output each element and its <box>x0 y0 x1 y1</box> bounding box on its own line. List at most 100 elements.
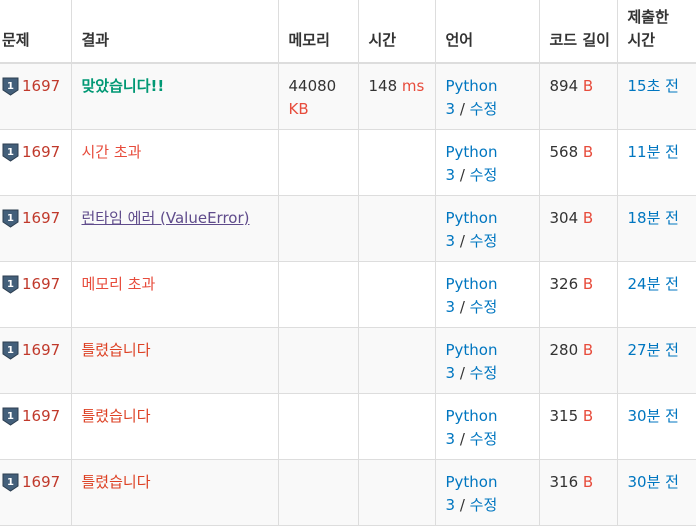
silver-tier-1-icon: 1 <box>2 209 19 228</box>
silver-tier-1-icon: 1 <box>2 407 19 426</box>
language-version[interactable]: 3 <box>445 495 456 514</box>
submitted-time-link[interactable]: 30분 전 <box>627 472 679 491</box>
problem-cell: 1 1697 <box>0 261 71 328</box>
time-cell <box>357 195 435 262</box>
submitted-cell: 11분 전 <box>616 129 696 196</box>
language-link[interactable]: Python <box>445 208 498 227</box>
code-length-value: 315 <box>549 406 579 425</box>
language-version[interactable]: 3 <box>445 100 456 118</box>
header-code-length: 코드 길이 <box>538 0 617 64</box>
header-result: 결과 <box>70 0 278 64</box>
header-submitted-time: 제출한 시간 <box>616 0 696 64</box>
silver-tier-1-icon: 1 <box>2 77 19 96</box>
problem-link[interactable]: 1 1697 <box>2 471 60 494</box>
problem-link[interactable]: 1 1697 <box>2 75 60 98</box>
edit-link[interactable]: 수정 <box>469 495 498 514</box>
language-link[interactable]: Python <box>445 472 498 491</box>
code-length-unit: B <box>582 340 594 359</box>
language-link[interactable]: Python <box>445 77 498 95</box>
memory-cell <box>277 195 358 262</box>
edit-link[interactable]: 수정 <box>469 100 498 118</box>
language-version[interactable]: 3 <box>445 429 456 448</box>
problem-cell: 1 1697 <box>0 195 71 262</box>
problem-number: 1697 <box>22 142 61 161</box>
language-version[interactable]: 3 <box>445 231 456 250</box>
svg-text:1: 1 <box>7 81 14 92</box>
code-length-unit: B <box>582 472 594 491</box>
submitted-time-link[interactable]: 24분 전 <box>627 274 679 293</box>
memory-cell <box>277 129 358 196</box>
table-row: 1 1697 런타임 에러 (ValueError) Python 3 / 수정… <box>0 195 696 262</box>
language-version[interactable]: 3 <box>445 363 456 382</box>
code-length-cell: 280 B <box>538 327 617 394</box>
language-link[interactable]: Python <box>445 142 498 161</box>
problem-number: 1697 <box>22 340 61 359</box>
submitted-cell: 15초 전 <box>616 63 696 130</box>
silver-tier-1-icon: 1 <box>2 473 19 492</box>
edit-link[interactable]: 수정 <box>469 231 498 250</box>
language-cell: Python 3 / 수정 <box>434 393 539 460</box>
submitted-time-link[interactable]: 30분 전 <box>627 406 679 425</box>
result-cell: 틀렸습니다 <box>70 327 278 394</box>
code-length-value: 304 <box>549 208 579 227</box>
language-cell: Python 3 / 수정 <box>434 63 539 130</box>
code-length-cell: 316 B <box>538 459 617 526</box>
submitted-time-link[interactable]: 27분 전 <box>627 340 679 359</box>
svg-text:1: 1 <box>7 411 14 422</box>
svg-text:1: 1 <box>7 213 14 224</box>
submitted-cell: 30분 전 <box>616 393 696 460</box>
edit-link[interactable]: 수정 <box>469 297 498 316</box>
submitted-time-link[interactable]: 11분 전 <box>627 142 679 161</box>
submitted-time-link[interactable]: 15초 전 <box>627 77 679 95</box>
language-version[interactable]: 3 <box>445 297 456 316</box>
language-link[interactable]: Python <box>445 274 498 293</box>
table-row: 1 1697 틀렸습니다 Python 3 / 수정 316 B 30분 전 <box>0 459 696 526</box>
problem-number: 1697 <box>22 406 61 425</box>
time-value: 148 <box>368 77 398 95</box>
language-cell: Python 3 / 수정 <box>434 129 539 196</box>
result-text: 맞았습니다!! <box>81 77 165 95</box>
table-row: 1 1697 메모리 초과 Python 3 / 수정 326 B 24분 전 <box>0 261 696 328</box>
edit-link[interactable]: 수정 <box>469 165 498 184</box>
table-row: 1 1697 틀렸습니다 Python 3 / 수정 315 B 30분 전 <box>0 393 696 460</box>
problem-link[interactable]: 1 1697 <box>2 141 60 164</box>
language-link[interactable]: Python <box>445 406 498 425</box>
memory-cell <box>277 261 358 328</box>
separator: / <box>459 231 465 250</box>
time-cell <box>357 327 435 394</box>
submitted-cell: 30분 전 <box>616 459 696 526</box>
memory-cell <box>277 327 358 394</box>
svg-text:1: 1 <box>7 345 14 356</box>
memory-value: 44080 <box>288 77 337 95</box>
problem-link[interactable]: 1 1697 <box>2 207 60 230</box>
result-cell: 메모리 초과 <box>70 261 278 328</box>
silver-tier-1-icon: 1 <box>2 341 19 360</box>
code-length-unit: B <box>582 142 594 161</box>
result-cell: 맞았습니다!! <box>70 63 278 130</box>
edit-link[interactable]: 수정 <box>469 363 498 382</box>
problem-number: 1697 <box>22 472 61 491</box>
time-cell: 148 ms <box>357 63 435 130</box>
problem-cell: 1 1697 <box>0 393 71 460</box>
language-link[interactable]: Python <box>445 340 498 359</box>
memory-cell <box>277 459 358 526</box>
memory-unit: KB <box>288 100 309 118</box>
svg-text:1: 1 <box>7 147 14 158</box>
problem-link[interactable]: 1 1697 <box>2 405 60 428</box>
code-length-unit: B <box>582 208 594 227</box>
submitted-time-link[interactable]: 18분 전 <box>627 208 679 227</box>
problem-link[interactable]: 1 1697 <box>2 273 60 296</box>
code-length-value: 316 <box>549 472 579 491</box>
language-version[interactable]: 3 <box>445 165 456 184</box>
language-cell: Python 3 / 수정 <box>434 327 539 394</box>
submitted-cell: 27분 전 <box>616 327 696 394</box>
separator: / <box>459 297 465 316</box>
code-length-cell: 315 B <box>538 393 617 460</box>
problem-link[interactable]: 1 1697 <box>2 339 60 362</box>
separator: / <box>459 495 465 514</box>
table-row: 1 1697 맞았습니다!! 44080 KB 148 ms Python 3 … <box>0 63 696 130</box>
result-text[interactable]: 런타임 에러 (ValueError) <box>81 208 250 227</box>
code-length-cell: 326 B <box>538 261 617 328</box>
edit-link[interactable]: 수정 <box>469 429 498 448</box>
